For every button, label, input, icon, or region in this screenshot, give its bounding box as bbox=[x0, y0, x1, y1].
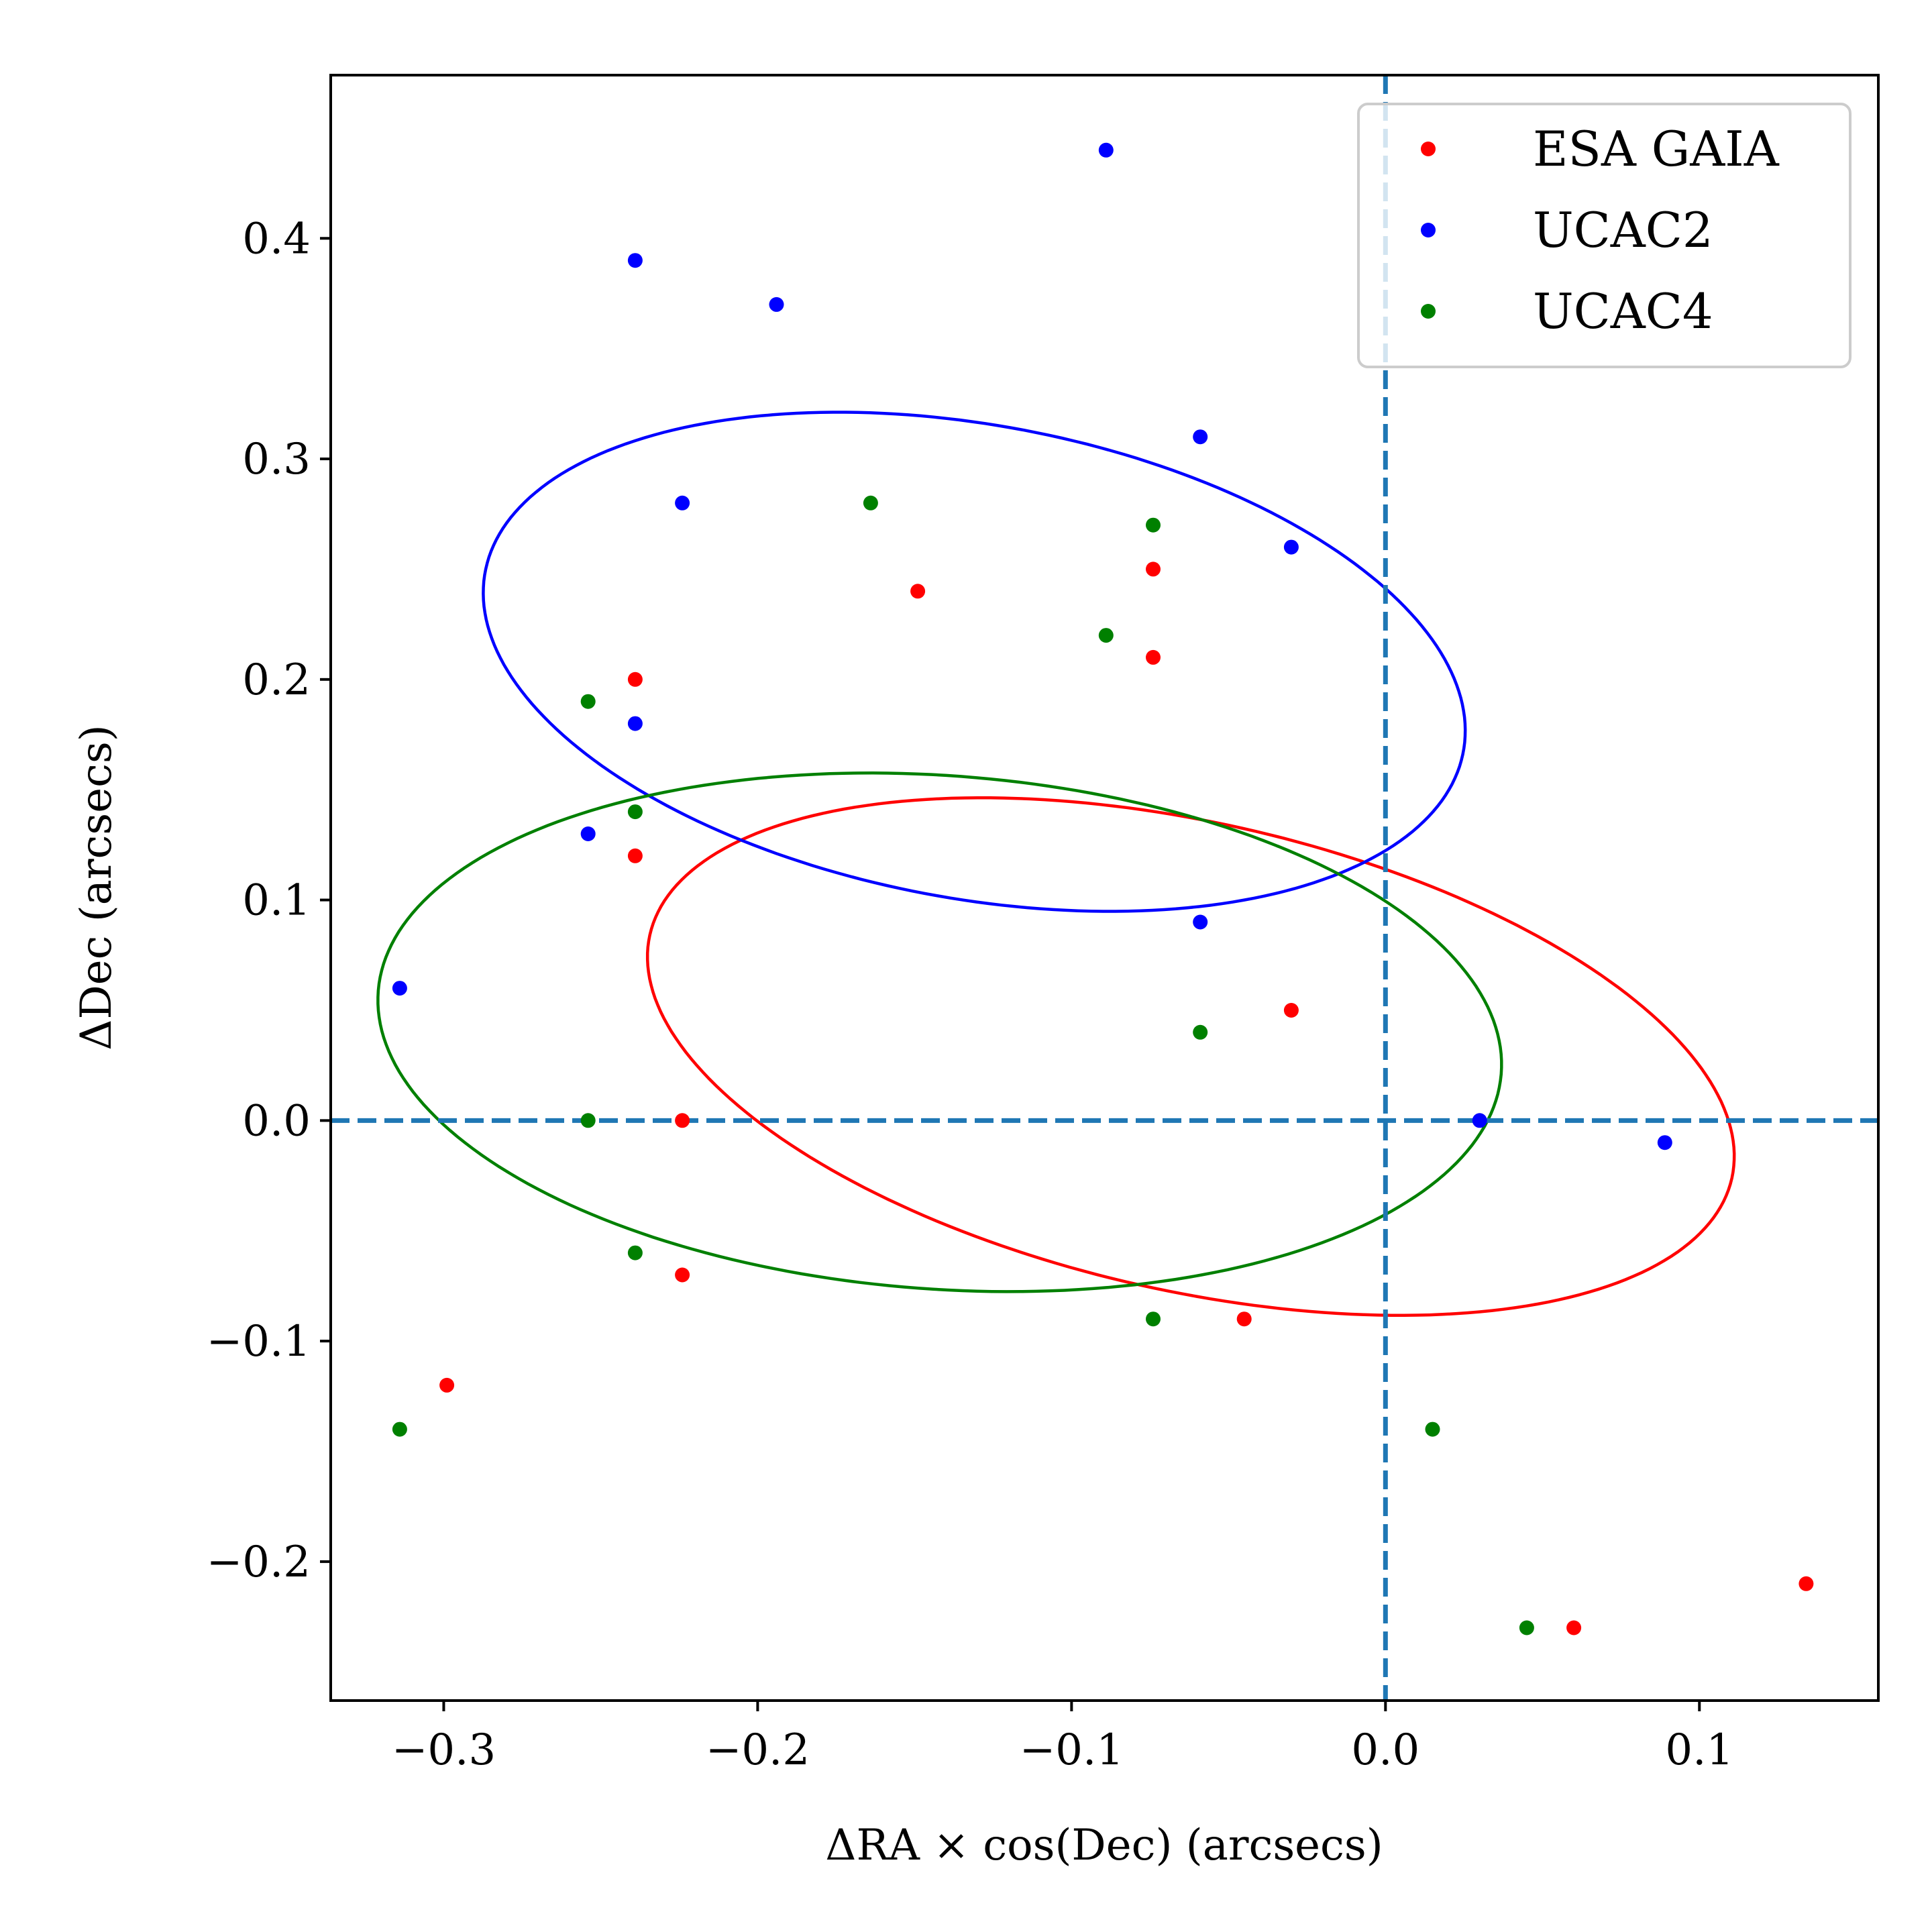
data-point-series-0-6 bbox=[1146, 561, 1161, 577]
y-axis-ticks: −0.2 −0.1 0.0 0.1 0.2 0.3 0.4 bbox=[207, 214, 331, 1587]
y-tick-label: 0.4 bbox=[242, 214, 311, 264]
data-point-series-2-5 bbox=[1193, 1024, 1208, 1040]
x-tick-label: 0.1 bbox=[1665, 1725, 1733, 1775]
data-point-series-0-9 bbox=[1236, 1311, 1252, 1327]
legend: ESA GAIA UCAC2 UCAC4 bbox=[1357, 103, 1851, 368]
data-point-series-1-1 bbox=[627, 253, 643, 268]
data-point-series-1-2 bbox=[769, 297, 784, 312]
data-point-series-1-4 bbox=[675, 495, 690, 511]
x-axis-label: ΔRA × cos(Dec) (arcsecs) bbox=[825, 1821, 1383, 1870]
x-tick-label: 0.0 bbox=[1351, 1725, 1419, 1775]
data-point-series-1-6 bbox=[627, 716, 643, 731]
plot-frame bbox=[329, 74, 1880, 1702]
legend-label-2: UCAC4 bbox=[1533, 283, 1713, 339]
data-point-series-1-9 bbox=[392, 981, 407, 996]
y-axis-label: ΔDec (arcsecs) bbox=[72, 724, 121, 1051]
ellipse-layer bbox=[376, 411, 1736, 1318]
x-tick-label: −0.2 bbox=[706, 1725, 810, 1775]
legend-marker-1 bbox=[1421, 223, 1436, 237]
legend-box bbox=[1357, 103, 1851, 368]
data-point-series-2-10 bbox=[1425, 1421, 1440, 1437]
data-point-series-2-6 bbox=[580, 1113, 596, 1128]
y-tick-label: −0.2 bbox=[207, 1538, 311, 1587]
data-point-series-0-2 bbox=[675, 1113, 690, 1128]
data-point-series-2-2 bbox=[1098, 628, 1114, 643]
x-axis-ticks: −0.3 −0.2 −0.1 0.0 0.1 bbox=[392, 1701, 1733, 1775]
legend-marker-0 bbox=[1421, 142, 1436, 156]
data-point-series-2-11 bbox=[1519, 1620, 1534, 1635]
y-tick-label: 0.3 bbox=[242, 435, 311, 484]
data-point-series-0-4 bbox=[439, 1377, 455, 1393]
ellipse-series-1 bbox=[482, 411, 1467, 913]
data-point-series-1-0 bbox=[1098, 142, 1114, 158]
y-tick-label: −0.1 bbox=[207, 1317, 311, 1366]
legend-marker-2 bbox=[1421, 304, 1436, 319]
data-point-series-1-8 bbox=[1193, 914, 1208, 930]
y-tick-label: 0.0 bbox=[242, 1096, 311, 1146]
data-point-series-0-1 bbox=[627, 848, 643, 863]
data-point-series-2-0 bbox=[863, 495, 878, 511]
y-tick-label: 0.2 bbox=[242, 655, 311, 705]
data-point-series-2-8 bbox=[1146, 1311, 1161, 1327]
data-point-series-0-3 bbox=[675, 1267, 690, 1283]
data-point-series-0-10 bbox=[1566, 1620, 1582, 1635]
data-point-series-2-7 bbox=[627, 1245, 643, 1260]
data-point-series-2-9 bbox=[392, 1421, 407, 1437]
data-point-series-1-7 bbox=[580, 826, 596, 841]
ellipse-series-2 bbox=[376, 771, 1503, 1293]
data-point-series-0-8 bbox=[1283, 1003, 1299, 1018]
x-tick-label: −0.3 bbox=[392, 1725, 496, 1775]
data-point-series-2-1 bbox=[1146, 517, 1161, 533]
data-point-series-2-3 bbox=[580, 694, 596, 709]
x-tick-label: −0.1 bbox=[1020, 1725, 1124, 1775]
data-points bbox=[392, 142, 1814, 1635]
data-point-series-1-11 bbox=[1657, 1135, 1672, 1150]
data-point-series-0-0 bbox=[627, 672, 643, 687]
y-tick-label: 0.1 bbox=[242, 876, 311, 926]
data-point-series-1-5 bbox=[1283, 539, 1299, 555]
data-point-series-0-11 bbox=[1799, 1576, 1814, 1591]
data-point-series-1-10 bbox=[1472, 1113, 1487, 1128]
ellipse-series-0 bbox=[645, 796, 1736, 1318]
data-point-series-0-7 bbox=[1146, 649, 1161, 665]
data-point-series-1-3 bbox=[1193, 429, 1208, 445]
legend-label-1: UCAC2 bbox=[1533, 202, 1713, 258]
legend-label-0: ESA GAIA bbox=[1533, 121, 1780, 177]
data-point-series-0-5 bbox=[910, 584, 926, 599]
data-point-series-2-4 bbox=[627, 804, 643, 820]
